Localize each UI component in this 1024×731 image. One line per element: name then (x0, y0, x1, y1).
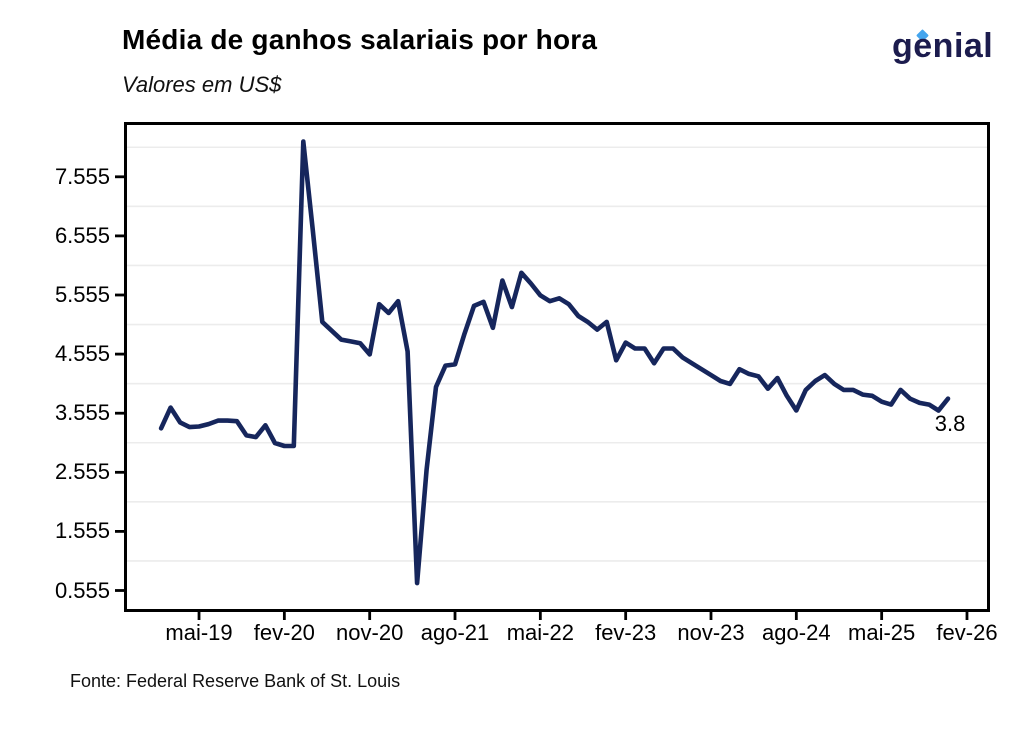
y-axis-tick-label: 3.555 (54, 400, 110, 426)
x-axis-tick-label: fev-26 (936, 620, 998, 645)
y-axis-tick-label: 2.555 (54, 459, 110, 485)
x-axis-tick-label: fev-23 (595, 620, 657, 645)
x-axis-tick-label: fev-20 (253, 620, 315, 645)
x-axis-tick-label: mai-25 (848, 620, 916, 645)
y-axis-tick-label: 1.555 (54, 518, 110, 544)
x-axis-tick-label: mai-22 (506, 620, 574, 645)
x-axis-tick-label: ago-24 (762, 620, 831, 645)
genial-logo: genial (892, 24, 1012, 72)
y-axis-tick-label: 6.555 (54, 222, 110, 248)
y-axis-tick-label: 5.555 (54, 282, 110, 307)
y-axis-tick-label: 0.555 (54, 577, 110, 603)
x-axis-tick-label: nov-20 (336, 620, 404, 645)
last-value-label: 3.8 (934, 410, 966, 436)
x-axis-tick-label: mai-19 (165, 620, 233, 645)
source-note: Fonte: Federal Reserve Bank of St. Louis (70, 671, 401, 691)
x-axis-tick-label: nov-23 (677, 620, 745, 645)
y-axis-tick-label: 4.555 (54, 341, 110, 367)
logo-wordmark: genial (892, 27, 994, 65)
x-axis-tick-label: ago-21 (420, 620, 490, 645)
chart-title: Média de ganhos salariais por hora (122, 24, 598, 55)
chart-subtitle: Valores em US$ (122, 72, 282, 97)
y-axis-tick-label: 7.555 (54, 163, 110, 189)
